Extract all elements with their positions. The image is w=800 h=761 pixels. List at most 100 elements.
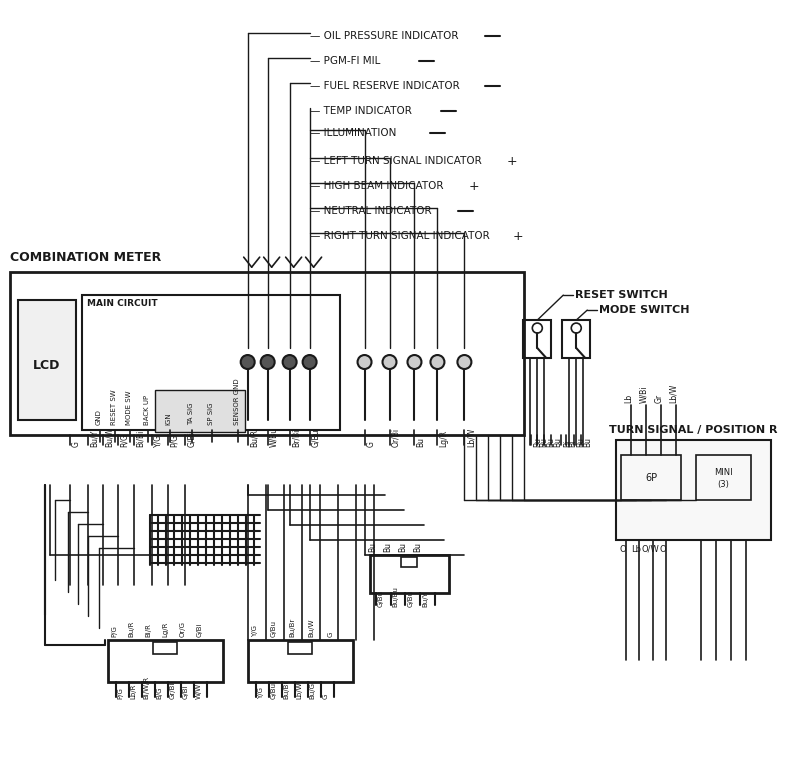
Bar	[622, 455, 681, 500]
Text: Or/Bi: Or/Bi	[391, 428, 401, 447]
Text: GND: GND	[96, 409, 102, 425]
Text: RESET SWITCH: RESET SWITCH	[575, 290, 668, 300]
Text: 6P: 6P	[645, 473, 658, 483]
Circle shape	[430, 355, 445, 369]
Text: MAIN CIRCUIT: MAIN CIRCUIT	[87, 299, 158, 308]
Bar	[108, 640, 222, 682]
Circle shape	[407, 355, 422, 369]
Text: Bu: Bu	[554, 437, 562, 447]
Text: COMBINATION METER: COMBINATION METER	[10, 251, 162, 264]
Text: Bi/W/R: Bi/W/R	[144, 676, 150, 699]
Text: Bu/Br: Bu/Br	[290, 617, 296, 637]
Text: IGN: IGN	[166, 412, 172, 425]
Text: — NEUTRAL INDICATOR: — NEUTRAL INDICATOR	[310, 206, 431, 216]
Text: Bu/Y: Bu/Y	[422, 591, 429, 607]
Text: Bi/R: Bi/R	[146, 622, 152, 637]
Text: G: G	[327, 632, 334, 637]
Text: Bu/R: Bu/R	[250, 429, 258, 447]
Text: +: +	[513, 230, 523, 243]
Text: G/Bi: G/Bi	[186, 431, 196, 447]
Circle shape	[282, 355, 297, 369]
Text: Bu: Bu	[369, 542, 378, 552]
Text: W/Bi: W/Bi	[639, 386, 648, 403]
Text: (3): (3)	[717, 480, 729, 489]
Text: W/W: W/W	[196, 683, 202, 699]
Text: Bu/Bu: Bu/Bu	[393, 586, 398, 607]
Text: SP SIG: SP SIG	[208, 403, 214, 425]
Circle shape	[241, 355, 254, 369]
Text: W/Bu: W/Bu	[270, 427, 278, 447]
Text: G/Bu: G/Bu	[312, 428, 321, 447]
Text: G: G	[322, 693, 329, 699]
Text: G: G	[366, 441, 375, 447]
Circle shape	[302, 355, 317, 369]
Text: P/G: P/G	[118, 686, 124, 699]
Text: — HIGH BEAM INDICATOR: — HIGH BEAM INDICATOR	[310, 181, 443, 191]
Text: G/Bu: G/Bu	[378, 590, 383, 607]
Text: SENSOR GND: SENSOR GND	[234, 378, 240, 425]
Text: Lb: Lb	[624, 394, 633, 403]
Text: — PGM-FI MIL: — PGM-FI MIL	[310, 56, 380, 66]
Text: G/Bi: G/Bi	[197, 622, 202, 637]
Bar	[523, 320, 551, 358]
Text: — OIL PRESSURE INDICATOR: — OIL PRESSURE INDICATOR	[310, 31, 458, 41]
Bar	[82, 295, 339, 430]
Text: Bu: Bu	[583, 437, 592, 447]
Text: G: G	[72, 441, 81, 447]
Text: MODE SWITCH: MODE SWITCH	[599, 305, 690, 315]
Text: MODE SW: MODE SW	[126, 390, 132, 425]
Text: +: +	[469, 180, 479, 193]
Text: P/G: P/G	[170, 434, 178, 447]
Text: O: O	[620, 545, 626, 554]
Text: +: +	[507, 154, 518, 167]
Text: Bu/R: Bu/R	[129, 620, 135, 637]
Bar	[402, 557, 418, 567]
Bar	[155, 390, 245, 432]
Text: — FUEL RESERVE INDICATOR: — FUEL RESERVE INDICATOR	[310, 81, 459, 91]
Bar	[10, 272, 524, 435]
Text: Lg/R: Lg/R	[162, 621, 169, 637]
Circle shape	[358, 355, 371, 369]
Bar	[288, 642, 312, 654]
Text: R/G: R/G	[120, 433, 129, 447]
Text: Bu: Bu	[383, 542, 393, 552]
Bar	[370, 555, 450, 593]
Circle shape	[382, 355, 397, 369]
Text: Bu/Br: Bu/Br	[284, 680, 290, 699]
Text: Y/G: Y/G	[258, 686, 264, 699]
Text: — TEMP INDICATOR: — TEMP INDICATOR	[310, 107, 411, 116]
Text: Bu: Bu	[417, 437, 426, 447]
Circle shape	[532, 323, 542, 333]
Bar	[248, 640, 353, 682]
Text: Br/Bi: Br/Bi	[292, 428, 301, 447]
Text: Gr/Bi: Gr/Bi	[170, 681, 176, 699]
Text: Bu: Bu	[534, 437, 542, 447]
Circle shape	[261, 355, 274, 369]
Text: Bu: Bu	[546, 437, 555, 447]
Text: Bu: Bu	[576, 437, 586, 447]
Text: Lb/R: Lb/R	[131, 683, 137, 699]
Text: Y/G: Y/G	[154, 434, 163, 447]
Text: Bu: Bu	[398, 542, 407, 552]
Text: Lb/W: Lb/W	[669, 384, 678, 403]
Text: Gr: Gr	[654, 394, 663, 403]
Text: P/G: P/G	[112, 625, 118, 637]
Bar	[696, 455, 751, 500]
Text: Lg/R: Lg/R	[439, 430, 449, 447]
Text: G/Bu: G/Bu	[270, 682, 277, 699]
Text: — LEFT TURN SIGNAL INDICATOR: — LEFT TURN SIGNAL INDICATOR	[310, 156, 482, 166]
Text: O/W: O/W	[642, 545, 659, 554]
Text: TA SIG: TA SIG	[188, 403, 194, 425]
Text: Lb/W: Lb/W	[297, 681, 302, 699]
Text: TURN SIGNAL / POSITION R: TURN SIGNAL / POSITION R	[610, 425, 778, 435]
Text: Bu: Bu	[539, 437, 548, 447]
Text: G/Bu: G/Bu	[270, 619, 277, 637]
Text: RESET SW: RESET SW	[111, 390, 117, 425]
Text: B/G: B/G	[157, 686, 163, 699]
Bar	[562, 320, 590, 358]
Text: LCD: LCD	[34, 358, 61, 371]
Text: Bu/W: Bu/W	[309, 618, 314, 637]
Text: G/Bi: G/Bi	[182, 684, 189, 699]
Text: Bu/W: Bu/W	[105, 427, 114, 447]
Text: Lb/W: Lb/W	[466, 428, 475, 447]
